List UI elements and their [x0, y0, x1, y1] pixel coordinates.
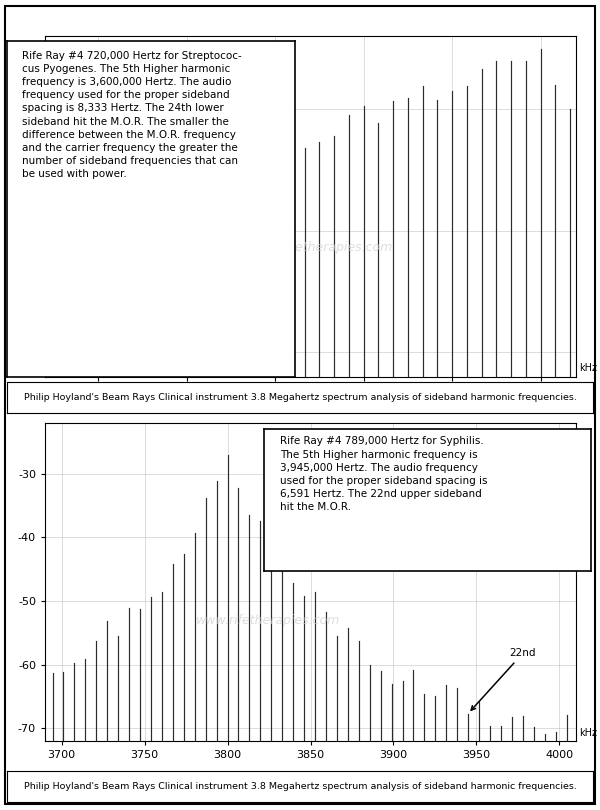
- Text: 24th: 24th: [189, 96, 246, 185]
- Text: kHz: kHz: [578, 363, 596, 373]
- Text: Rife Ray #4 789,000 Hertz for Syphilis.
The 5th Higher harmonic frequency is
3,9: Rife Ray #4 789,000 Hertz for Syphilis. …: [280, 437, 488, 513]
- Text: www.rifetherapies.com: www.rifetherapies.com: [249, 241, 393, 254]
- Text: Rife Ray #4 720,000 Hertz for Streptococ-
cus Pyogenes. The 5th Higher harmonic
: Rife Ray #4 720,000 Hertz for Streptococ…: [22, 50, 241, 179]
- Text: kHz: kHz: [578, 728, 596, 738]
- Text: Philip Hoyland's Beam Rays Clinical instrument 3.8 Megahertz spectrum analysis o: Philip Hoyland's Beam Rays Clinical inst…: [23, 782, 577, 791]
- Text: www.rifetherapies.com: www.rifetherapies.com: [196, 614, 340, 627]
- Text: Philip Hoyland's Beam Rays Clinical instrument 3.8 Megahertz spectrum analysis o: Philip Hoyland's Beam Rays Clinical inst…: [23, 393, 577, 403]
- Text: 22nd: 22nd: [471, 648, 536, 710]
